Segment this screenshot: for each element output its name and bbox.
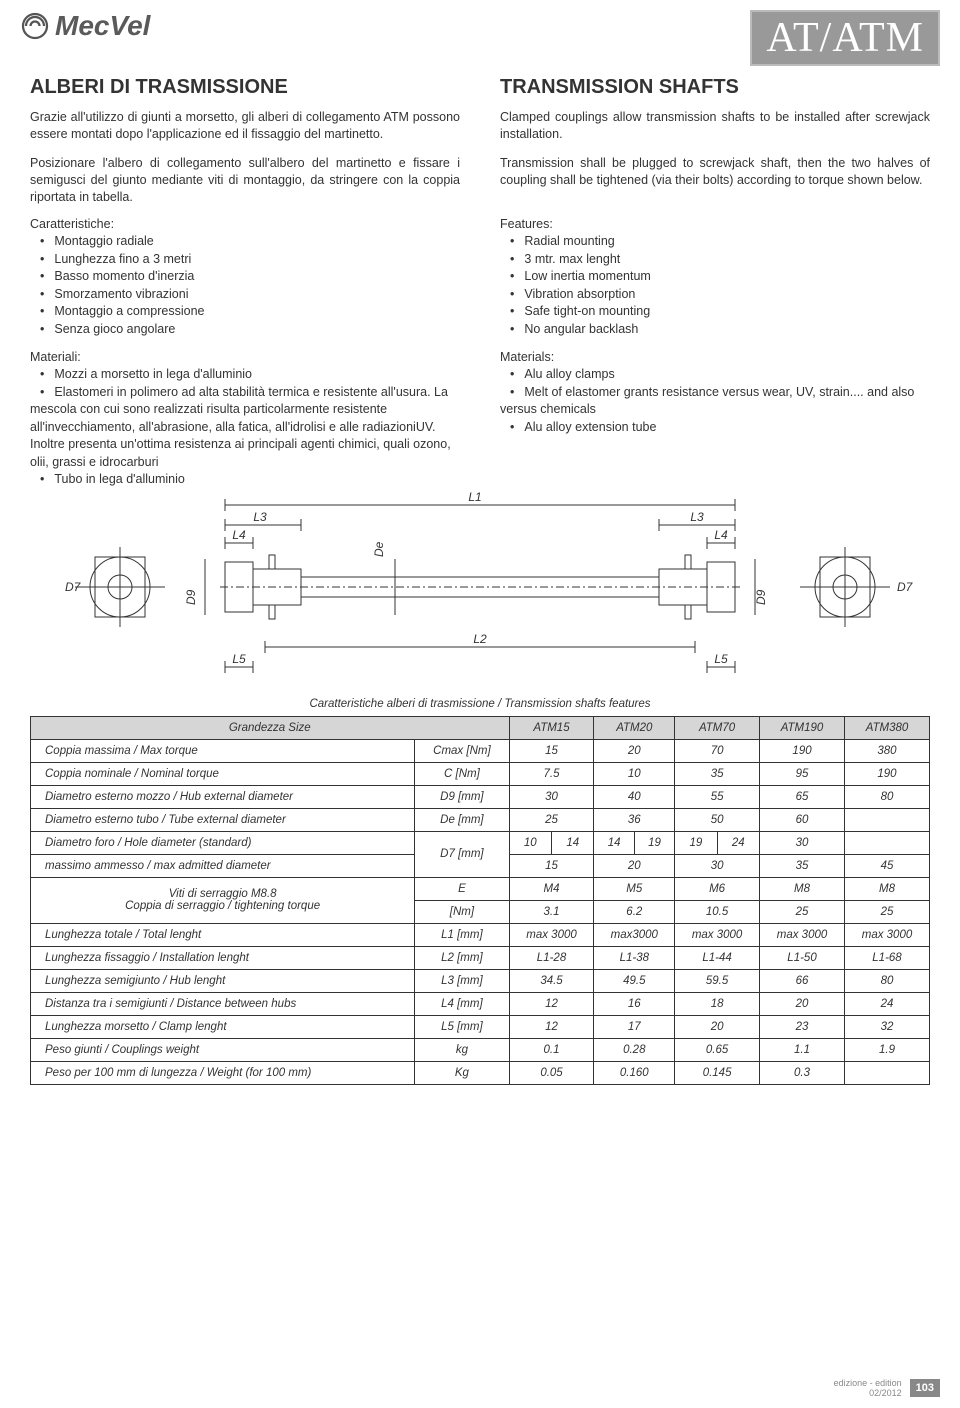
brand-logo: MecVel (20, 10, 150, 42)
left-char-list: Montaggio radialeLunghezza fino a 3 metr… (30, 233, 460, 338)
footer-edition: edizione - edition (834, 1378, 902, 1388)
list-item: Basso momento d'inerzia (30, 268, 460, 286)
right-char-head: Features: (500, 217, 930, 231)
svg-text:L5: L5 (232, 652, 246, 666)
shaft-diagram: L1 L3 L3 L4 L4 (30, 487, 930, 690)
svg-text:L3: L3 (690, 510, 704, 524)
left-title: ALBERI DI TRASMISSIONE (30, 76, 460, 99)
svg-text:L4: L4 (714, 528, 728, 542)
spec-table: Caratteristiche alberi di trasmissione /… (30, 692, 930, 1085)
list-item: 3 mtr. max lenght (500, 251, 930, 269)
right-p1: Clamped couplings allow transmission sha… (500, 109, 930, 143)
list-item: Senza gioco angolare (30, 321, 460, 339)
svg-text:L4: L4 (232, 528, 246, 542)
left-char-head: Caratteristiche: (30, 217, 460, 231)
list-item: Melt of elastomer grants resistance vers… (500, 384, 930, 419)
list-item: Alu alloy clamps (500, 366, 930, 384)
footer: edizione - edition 02/2012 103 (834, 1378, 940, 1398)
svg-text:L1: L1 (468, 490, 481, 504)
left-p2: Posizionare l'albero di collegamento sul… (30, 155, 460, 206)
svg-text:D7: D7 (65, 580, 82, 594)
right-p2: Transmission shall be plugged to screwja… (500, 155, 930, 189)
svg-text:L2: L2 (473, 632, 487, 646)
svg-text:De: De (372, 541, 386, 557)
list-item: No angular backlash (500, 321, 930, 339)
svg-text:L3: L3 (253, 510, 267, 524)
list-item: Alu alloy extension tube (500, 419, 930, 437)
doc-code: AT/ATM (750, 10, 940, 66)
svg-text:D9: D9 (754, 589, 768, 605)
logo-icon (20, 11, 50, 41)
list-item: Smorzamento vibrazioni (30, 286, 460, 304)
list-item: Mozzi a morsetto in lega d'alluminio (30, 366, 460, 384)
svg-text:L5: L5 (714, 652, 728, 666)
list-item: Elastomeri in polimero ad alta stabilità… (30, 384, 460, 472)
list-item: Safe tight-on mounting (500, 303, 930, 321)
right-char-list: Radial mounting3 mtr. max lenghtLow iner… (500, 233, 930, 338)
svg-text:D7: D7 (897, 580, 914, 594)
list-item: Montaggio radiale (30, 233, 460, 251)
brand-name: MecVel (55, 10, 150, 42)
left-p1: Grazie all'utilizzo di giunti a morsetto… (30, 109, 460, 143)
footer-date: 02/2012 (834, 1388, 902, 1398)
svg-text:D9: D9 (184, 589, 198, 605)
list-item: Low inertia momentum (500, 268, 930, 286)
page-number: 103 (910, 1379, 940, 1397)
right-mat-list: Alu alloy clampsMelt of elastomer grants… (500, 366, 930, 436)
right-title: TRANSMISSION SHAFTS (500, 76, 930, 99)
left-mat-head: Materiali: (30, 350, 460, 364)
list-item: Radial mounting (500, 233, 930, 251)
list-item: Vibration absorption (500, 286, 930, 304)
list-item: Montaggio a compressione (30, 303, 460, 321)
left-mat-list: Mozzi a morsetto in lega d'alluminioElas… (30, 366, 460, 489)
list-item: Lunghezza fino a 3 metri (30, 251, 460, 269)
right-mat-head: Materials: (500, 350, 930, 364)
